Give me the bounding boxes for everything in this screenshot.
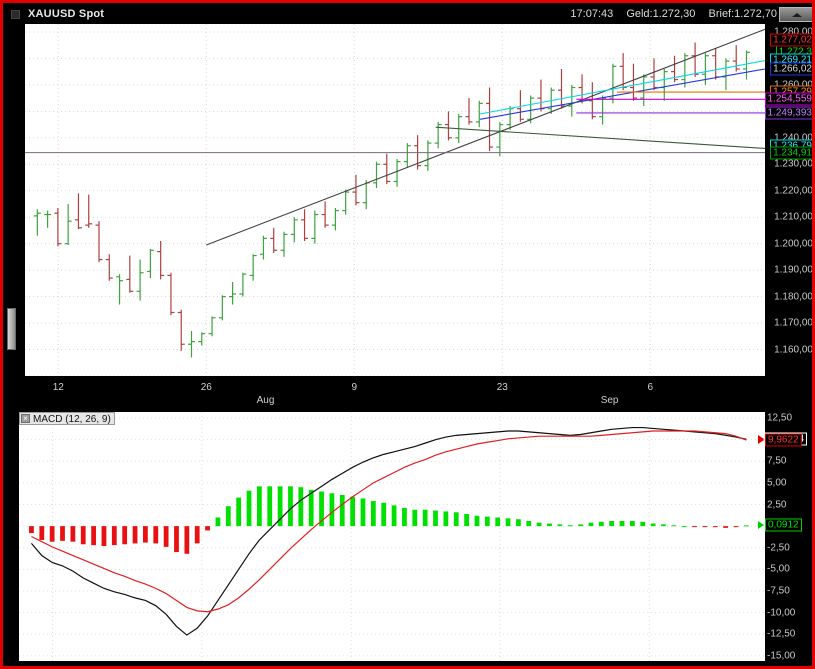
macd-y-axis[interactable]: 12,5010,007,505,002,500,00-2,50-5,00-7,5… — [758, 412, 812, 662]
ask-price: Brief:1.272,70 — [708, 8, 778, 20]
date-axis-tick: 23 — [496, 382, 508, 393]
macd-axis-tick: 2,50 — [767, 499, 787, 510]
price-axis-tick: 1.210,00 — [774, 211, 813, 223]
hidden-red-tag[interactable]: 1.277,02 — [770, 33, 812, 47]
price-axis-tick: 1.180,00 — [774, 291, 813, 303]
panel-drag-handle[interactable] — [7, 308, 16, 350]
histogram-value-tag[interactable]: 0,0912 — [765, 518, 802, 532]
price-chart-svg — [25, 24, 765, 376]
value-pointer-icon — [758, 435, 764, 444]
macd-axis-tick: 5,00 — [767, 477, 787, 489]
price-axis-tick: 1.200,00 — [774, 238, 813, 250]
macd-axis-tick: -7,50 — [767, 585, 790, 597]
macd-axis-tick: -10,00 — [767, 607, 796, 619]
restore-icon[interactable] — [779, 7, 812, 22]
macd-axis-tick: 7,50 — [767, 455, 787, 467]
price-axis-tick: 1.170,00 — [774, 317, 813, 329]
price-axis-tick: 1.260,00 — [774, 79, 812, 90]
price-chart-plot[interactable] — [25, 24, 765, 376]
second-line-tag[interactable]: 1.266,02 — [770, 62, 812, 76]
value-pointer-icon — [758, 521, 764, 530]
close-icon[interactable]: × — [21, 414, 30, 423]
green-lower-tag[interactable]: 1.234,91 — [770, 146, 812, 160]
price-axis-tick: 1.220,00 — [774, 185, 813, 197]
macd-axis-tick: -12,50 — [767, 628, 796, 640]
price-axis-tick: 1.240,00 — [774, 132, 813, 144]
price-x-axis: 12 26 9 23 6 Aug Sep — [25, 376, 812, 408]
price-axis-tick: 1.190,00 — [774, 264, 813, 276]
window-icon — [11, 10, 20, 19]
date-axis-tick: 26 — [200, 382, 212, 393]
signal-line-value-tag[interactable]: 9,9622 — [765, 433, 802, 447]
date-axis-tick: 6 — [647, 382, 654, 393]
month-axis-label: Aug — [256, 395, 275, 406]
date-axis-tick: 12 — [52, 382, 64, 393]
price-axis-tick: 1.160,00 — [774, 344, 813, 356]
month-axis-label: Sep — [600, 395, 619, 406]
macd-axis-tick: -15,00 — [767, 650, 796, 662]
macd-axis-tick: -2,50 — [767, 542, 790, 554]
price-axis-tick: 1.280,00 — [774, 26, 813, 38]
magenta-level-tag[interactable]: 1.254,559 — [764, 92, 812, 106]
quote-time: 17:07:43 — [570, 8, 614, 20]
macd-axis-tick: -5,00 — [767, 563, 790, 575]
date-axis-tick: 9 — [351, 382, 358, 393]
price-axis-tick: 1.230,00 — [774, 158, 813, 170]
macd-chart-svg — [19, 412, 765, 661]
price-y-axis[interactable]: 1.280,001.270,001.260,001.250,001.240,00… — [764, 24, 813, 376]
window-title: XAUUSD Spot — [28, 8, 105, 20]
quote-readout: 17:07:43 Geld:1.272,30 Brief:1.272,70 — [560, 6, 777, 23]
macd-axis-tick: 12,50 — [767, 412, 793, 424]
purple-level-tag[interactable]: 1.249,393 — [764, 106, 812, 120]
macd-indicator-header[interactable]: × MACD (12, 26, 9) — [19, 412, 115, 425]
macd-title: MACD (12, 26, 9) — [33, 414, 111, 425]
macd-chart-plot[interactable] — [19, 412, 765, 661]
bid-price: Geld:1.272,30 — [626, 8, 696, 20]
window-titlebar: XAUUSD Spot 17:07:43 Geld:1.272,30 Brief… — [6, 6, 812, 23]
